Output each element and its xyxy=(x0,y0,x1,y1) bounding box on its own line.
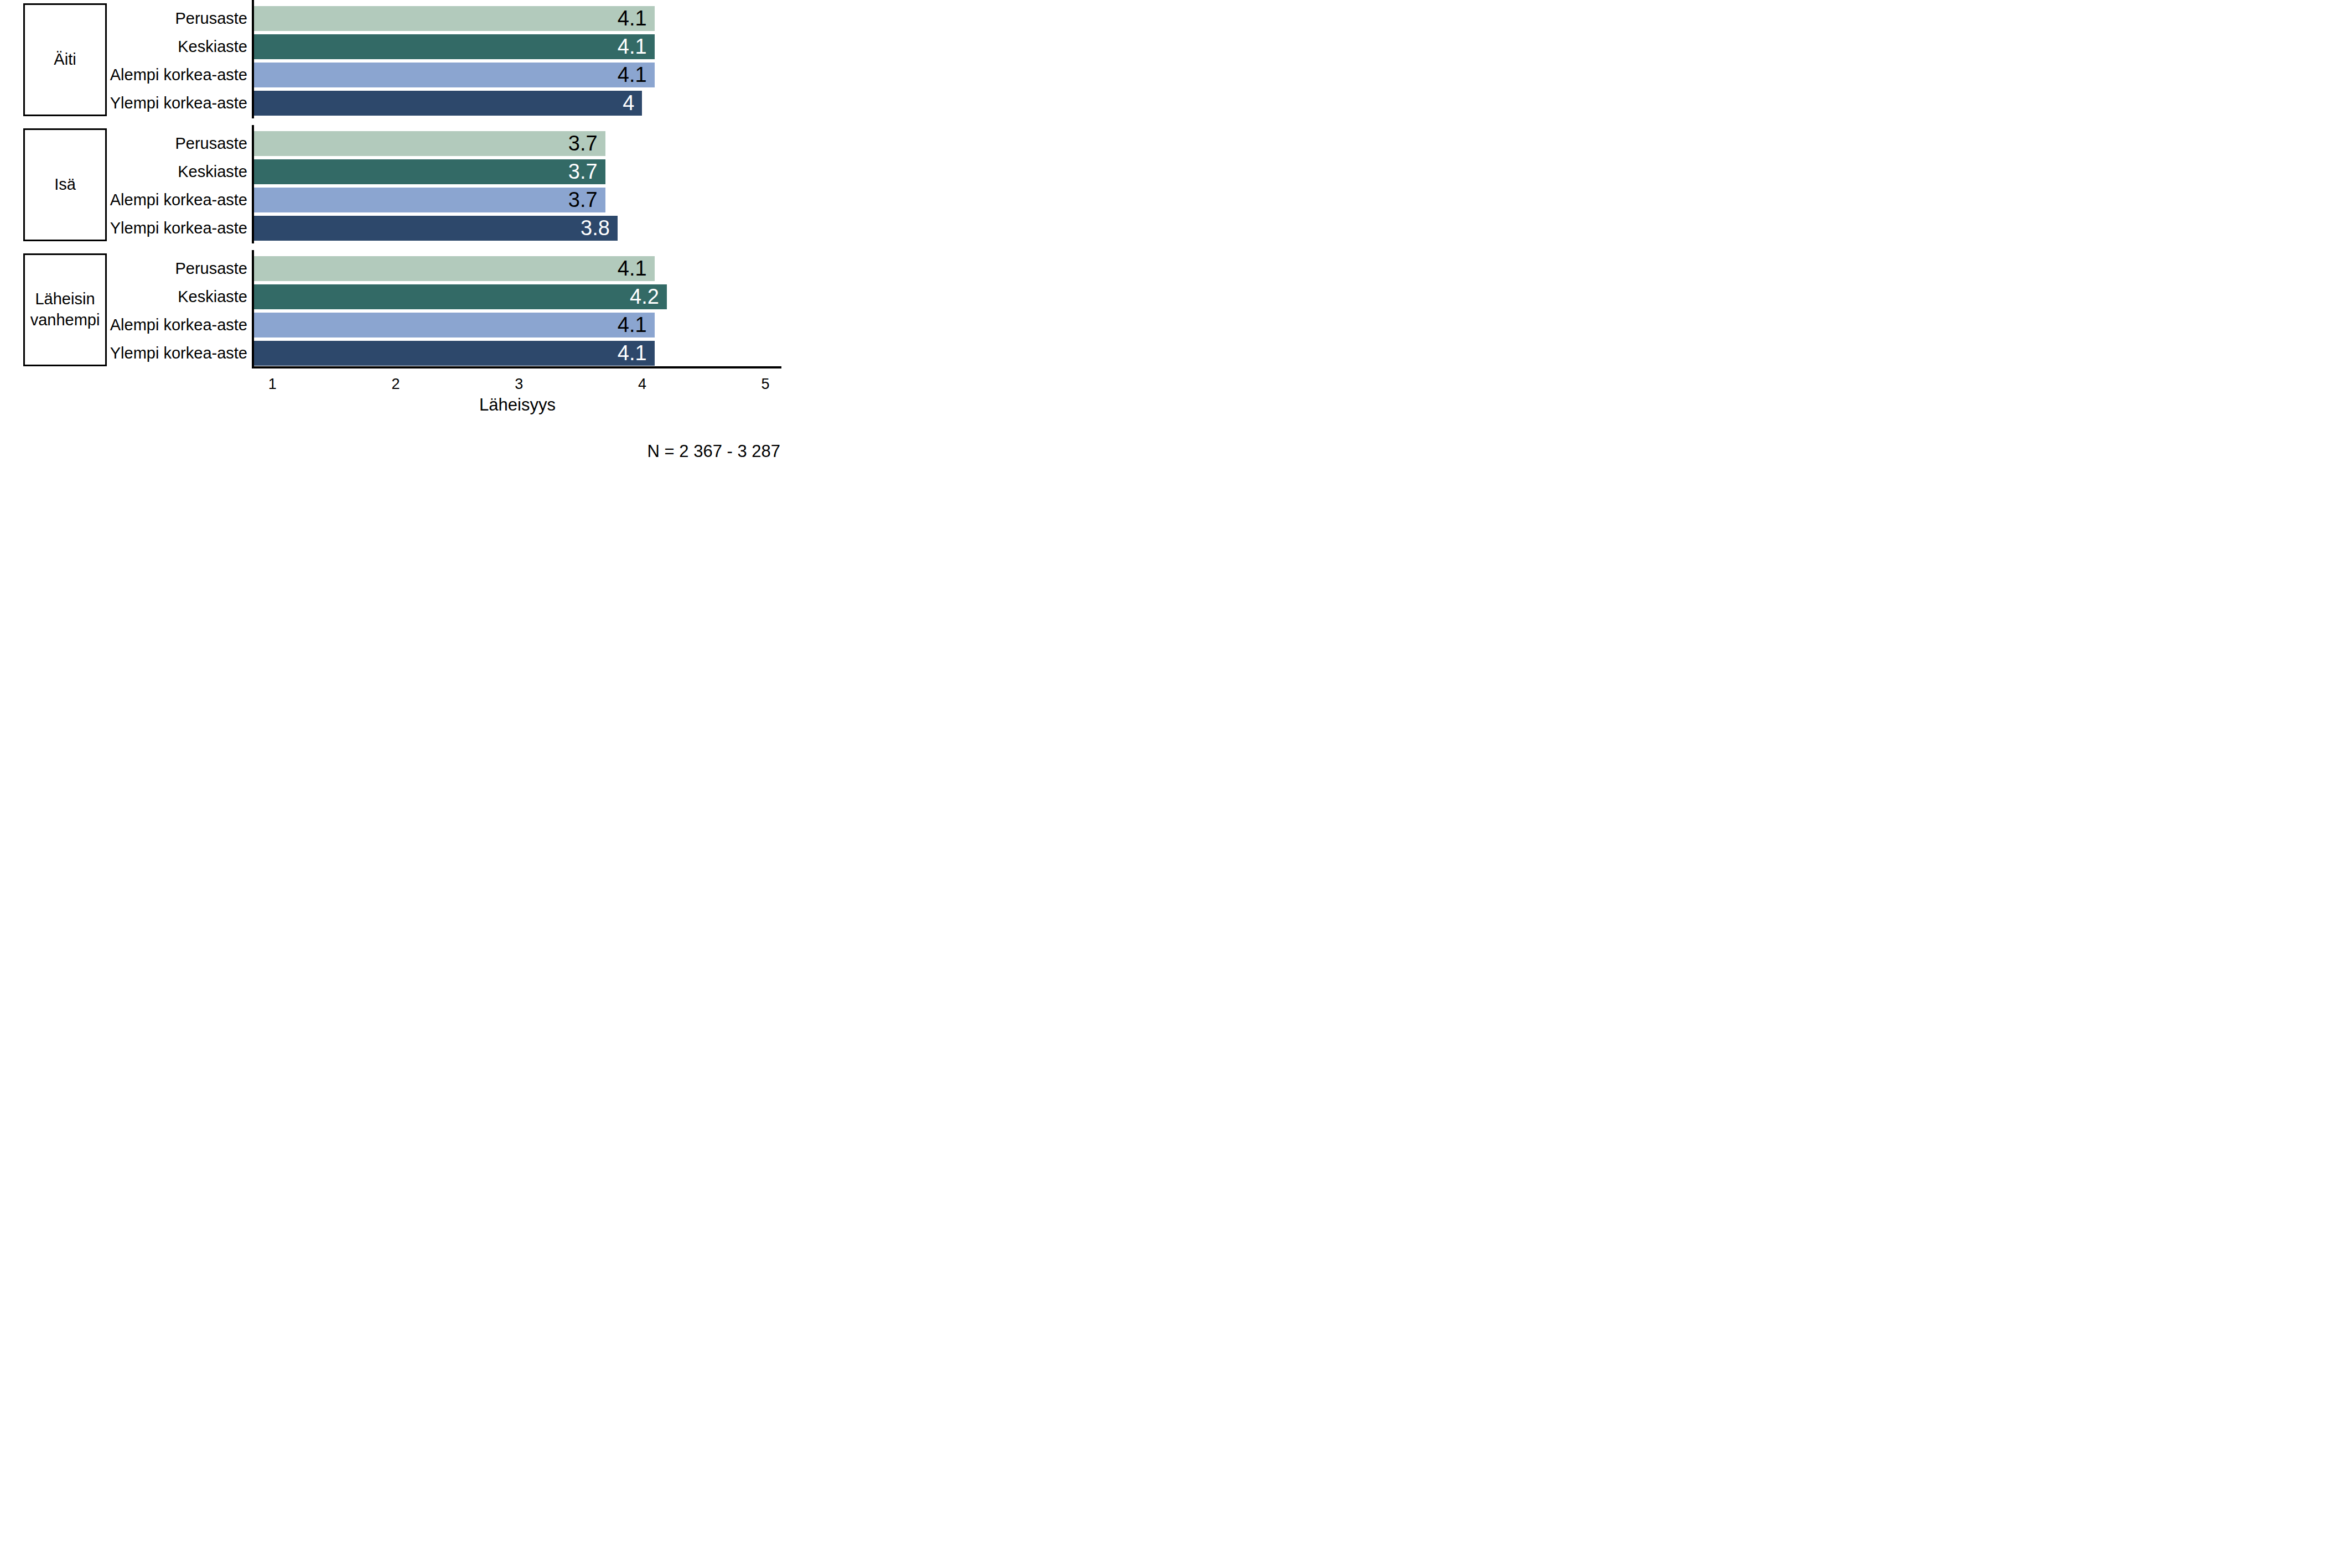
row-label: Alempi korkea-aste xyxy=(110,63,247,87)
bar: 3.7 xyxy=(254,131,605,156)
x-axis-tick-row: 1 2 3 4 5 xyxy=(254,374,781,394)
row-label: Ylempi korkea-aste xyxy=(110,216,247,241)
bar-value-label: 4.1 xyxy=(618,341,655,366)
x-axis-line xyxy=(252,366,781,368)
bar-row: Keskiaste 4.2 xyxy=(0,284,784,309)
bar: 4.1 xyxy=(254,34,655,59)
row-label: Perusaste xyxy=(175,6,247,31)
bar-value-label: 3.7 xyxy=(568,131,605,156)
bar-value-label: 4.1 xyxy=(618,6,655,31)
bar-chart-figure: Äiti Isä Läheisin vanhempi Perusaste 4.1… xyxy=(0,0,784,523)
bar-value-label: 4 xyxy=(623,91,642,116)
bar: 3.7 xyxy=(254,188,605,212)
bar-value-label: 4.1 xyxy=(618,34,655,59)
row-label: Ylempi korkea-aste xyxy=(110,341,247,366)
bar-row: Keskiaste 4.1 xyxy=(0,34,784,59)
bar-value-label: 4.2 xyxy=(630,284,667,309)
row-label: Keskiaste xyxy=(178,34,247,59)
bar-value-label: 3.8 xyxy=(581,216,618,241)
bar-row: Ylempi korkea-aste 3.8 xyxy=(0,216,784,241)
bar-row: Ylempi korkea-aste 4.1 xyxy=(0,341,784,366)
row-label: Perusaste xyxy=(175,131,247,156)
bar-row: Ylempi korkea-aste 4 xyxy=(0,91,784,116)
x-tick-label: 2 xyxy=(392,374,400,394)
bar-value-label: 3.7 xyxy=(568,188,605,212)
bar-row: Perusaste 3.7 xyxy=(0,131,784,156)
bar-value-label: 4.1 xyxy=(618,313,655,338)
bar: 4.2 xyxy=(254,284,667,309)
row-label: Ylempi korkea-aste xyxy=(110,91,247,116)
bar: 4.1 xyxy=(254,256,655,281)
x-tick-label: 5 xyxy=(761,374,770,394)
bar-row: Alempi korkea-aste 4.1 xyxy=(0,63,784,87)
x-tick-label: 3 xyxy=(515,374,523,394)
bar: 4.1 xyxy=(254,6,655,31)
bar-row: Alempi korkea-aste 4.1 xyxy=(0,313,784,338)
bar-value-label: 3.7 xyxy=(568,159,605,184)
sample-size-note: N = 2 367 - 3 287 xyxy=(647,442,780,461)
bar: 4.1 xyxy=(254,341,655,366)
bar: 4.1 xyxy=(254,313,655,338)
x-tick-label: 1 xyxy=(268,374,277,394)
bar-row: Perusaste 4.1 xyxy=(0,6,784,31)
bar-value-label: 4.1 xyxy=(618,256,655,281)
bar-row: Keskiaste 3.7 xyxy=(0,159,784,184)
row-label: Alempi korkea-aste xyxy=(110,188,247,212)
bar: 4 xyxy=(254,91,642,116)
x-axis-title: Läheisyys xyxy=(479,395,556,415)
row-label: Keskiaste xyxy=(178,284,247,309)
bar: 3.8 xyxy=(254,216,618,241)
bar-row: Alempi korkea-aste 3.7 xyxy=(0,188,784,212)
row-label: Alempi korkea-aste xyxy=(110,313,247,338)
row-label: Perusaste xyxy=(175,256,247,281)
bar: 3.7 xyxy=(254,159,605,184)
bar-value-label: 4.1 xyxy=(618,63,655,87)
x-tick-label: 4 xyxy=(638,374,646,394)
bar: 4.1 xyxy=(254,63,655,87)
bar-row: Perusaste 4.1 xyxy=(0,256,784,281)
row-label: Keskiaste xyxy=(178,159,247,184)
